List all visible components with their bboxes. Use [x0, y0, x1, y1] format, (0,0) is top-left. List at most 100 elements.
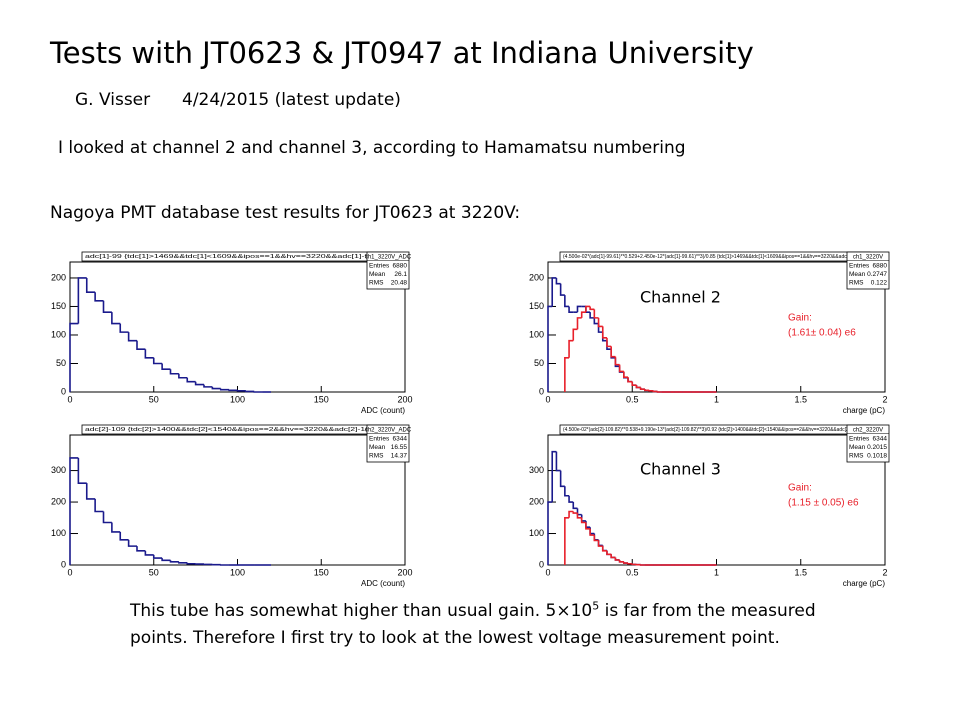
histogram-bin [77, 457, 87, 484]
x-tick-label: 0 [67, 394, 72, 404]
stats-value: 6880 [873, 262, 888, 269]
histogram-bin [585, 305, 591, 313]
histogram-bin [631, 381, 637, 386]
histogram-bin [631, 563, 637, 566]
histogram-bin [186, 562, 196, 565]
channel-label: Channel 3 [640, 460, 721, 479]
x-axis-label: charge (pC) [843, 406, 886, 415]
cut-text: adc[1]-99 {tdc[1]>1469&&tdc[1]<1609&&ipo… [85, 254, 387, 260]
histogram-bin [564, 356, 570, 392]
histogram-bin [568, 510, 574, 518]
histogram-bin [119, 323, 129, 333]
x-tick-label: 0 [67, 567, 72, 577]
intro: I looked at channel 2 and channel 3, acc… [58, 138, 686, 158]
x-tick-label: 2 [882, 567, 887, 577]
histogram-bin [614, 557, 620, 561]
stats-value: 26.1 [394, 271, 407, 278]
histogram-bin [178, 373, 188, 379]
stats-key: RMS [849, 279, 864, 286]
histogram-bin [635, 385, 641, 389]
histogram-bin [77, 277, 87, 324]
author: G. Visser [75, 90, 151, 110]
histogram-bin [127, 539, 137, 547]
histogram-bin [589, 312, 595, 319]
histogram-bin [576, 317, 582, 330]
histogram-bin [211, 386, 221, 390]
histogram-bin [94, 292, 104, 302]
stats-key: Entries [369, 262, 390, 269]
x-tick-label: 0 [545, 567, 550, 577]
stats-value: 6344 [393, 435, 408, 442]
gain-label: Gain: [788, 483, 812, 494]
footer-text-part: is far from the measured points. Therefo… [130, 601, 816, 648]
histogram-bin [580, 517, 586, 524]
stats-key: RMS [369, 452, 384, 459]
histogram-bin [593, 317, 599, 325]
y-tick-label: 100 [529, 329, 544, 339]
x-axis-label: ADC (count) [361, 579, 405, 588]
stats-value: 0.122 [871, 279, 888, 286]
histogram-bin [593, 535, 599, 542]
x-tick-label: 1 [714, 567, 719, 577]
histogram-bin [572, 328, 578, 341]
cut-text: (4.500e-02*(adc[1]-99.61)**0.529+2.450e-… [563, 254, 867, 260]
x-tick-label: 1.5 [794, 394, 807, 404]
histogram-bin [576, 513, 582, 519]
histogram-bin [606, 337, 612, 348]
histogram-bin [178, 561, 188, 564]
y-tick-label: 0 [61, 559, 66, 569]
x-tick-label: 100 [230, 394, 245, 404]
footer-text-part: This tube has somewhat higher than usual… [130, 601, 593, 621]
histogram-bin [618, 364, 624, 373]
histogram-bin [85, 483, 96, 500]
histogram-bin [547, 305, 553, 392]
y-tick-label: 300 [51, 465, 66, 475]
histogram-bin [144, 349, 154, 359]
histogram-bin [161, 558, 171, 562]
histogram-bin [601, 546, 607, 552]
plot-frame [69, 434, 406, 566]
histogram-bin [555, 277, 561, 285]
stats-name: ch2_3220V_ADC [365, 427, 412, 433]
histogram-bin [589, 528, 595, 536]
histogram-bin [564, 295, 570, 308]
histogram-bin [203, 384, 213, 388]
histogram-bin [627, 377, 633, 383]
x-tick-label: 0.5 [626, 394, 639, 404]
histogram-bin [656, 391, 662, 393]
histogram-bin [94, 498, 104, 513]
stats-value: 6880 [393, 262, 408, 269]
superscript: 5 [592, 599, 600, 613]
histogram-bin [564, 486, 570, 497]
histogram-bin [102, 300, 112, 313]
y-tick-label: 200 [529, 272, 544, 282]
stats-value: 0.2015 [867, 444, 887, 451]
x-axis-label: charge (pC) [843, 579, 886, 588]
histogram-bin [136, 340, 146, 351]
y-tick-label: 0 [539, 559, 544, 569]
x-tick-label: 100 [230, 567, 245, 577]
histogram-bin [559, 470, 565, 488]
histogram-bin [568, 339, 574, 358]
stats-name: ch1_3220V_ADC [365, 254, 412, 260]
x-axis-label: ADC (count) [361, 406, 405, 415]
x-tick-label: 0.5 [626, 567, 639, 577]
histogram-bin [589, 306, 595, 311]
gain-value: (1.61± 0.04) e6 [788, 328, 856, 339]
histogram-bin [618, 559, 624, 563]
histogram-bin [551, 450, 557, 503]
histogram-bin [119, 531, 129, 541]
stats-box [846, 424, 890, 463]
y-tick-label: 200 [51, 272, 66, 282]
histogram-bin [623, 371, 629, 378]
histogram-bin [169, 560, 179, 563]
channel-label: Channel 2 [640, 288, 721, 307]
y-tick-label: 200 [51, 496, 66, 506]
section-heading: Nagoya PMT database test results for JT0… [50, 203, 521, 223]
stats-key: Mean [849, 271, 866, 278]
histogram-bin [606, 550, 612, 556]
y-tick-label: 150 [51, 301, 66, 311]
histogram-bin [580, 311, 586, 318]
y-tick-label: 300 [529, 465, 544, 475]
